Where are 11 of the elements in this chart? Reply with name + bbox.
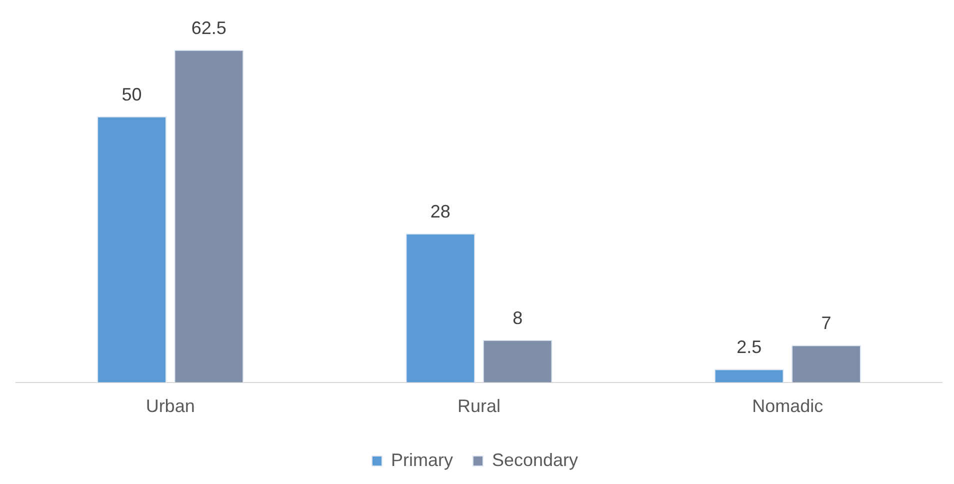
data-label: 28: [430, 201, 450, 222]
x-tick-label: Urban: [146, 396, 195, 416]
data-label: 8: [512, 308, 523, 328]
data-label: 2.5: [736, 337, 762, 358]
data-label: 62.5: [191, 18, 226, 38]
legend-label: Secondary: [492, 450, 578, 470]
x-tick-label: Nomadic: [752, 396, 824, 416]
data-label: 7: [821, 313, 832, 334]
legend-label: Primary: [390, 450, 453, 470]
x-tick-label: Rural: [457, 396, 501, 416]
data-label: 50: [122, 84, 142, 104]
